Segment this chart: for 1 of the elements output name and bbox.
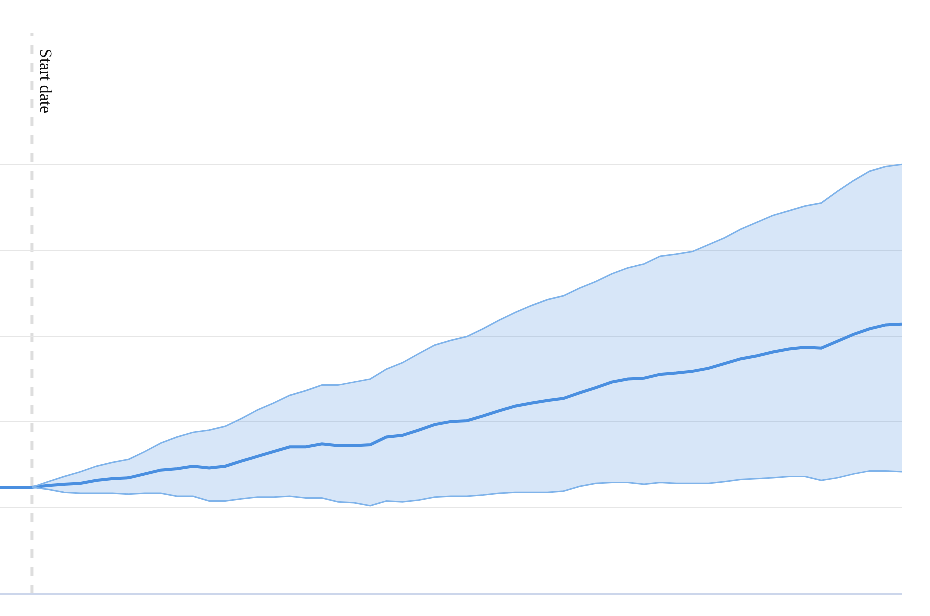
text: Start date xyxy=(36,48,56,114)
